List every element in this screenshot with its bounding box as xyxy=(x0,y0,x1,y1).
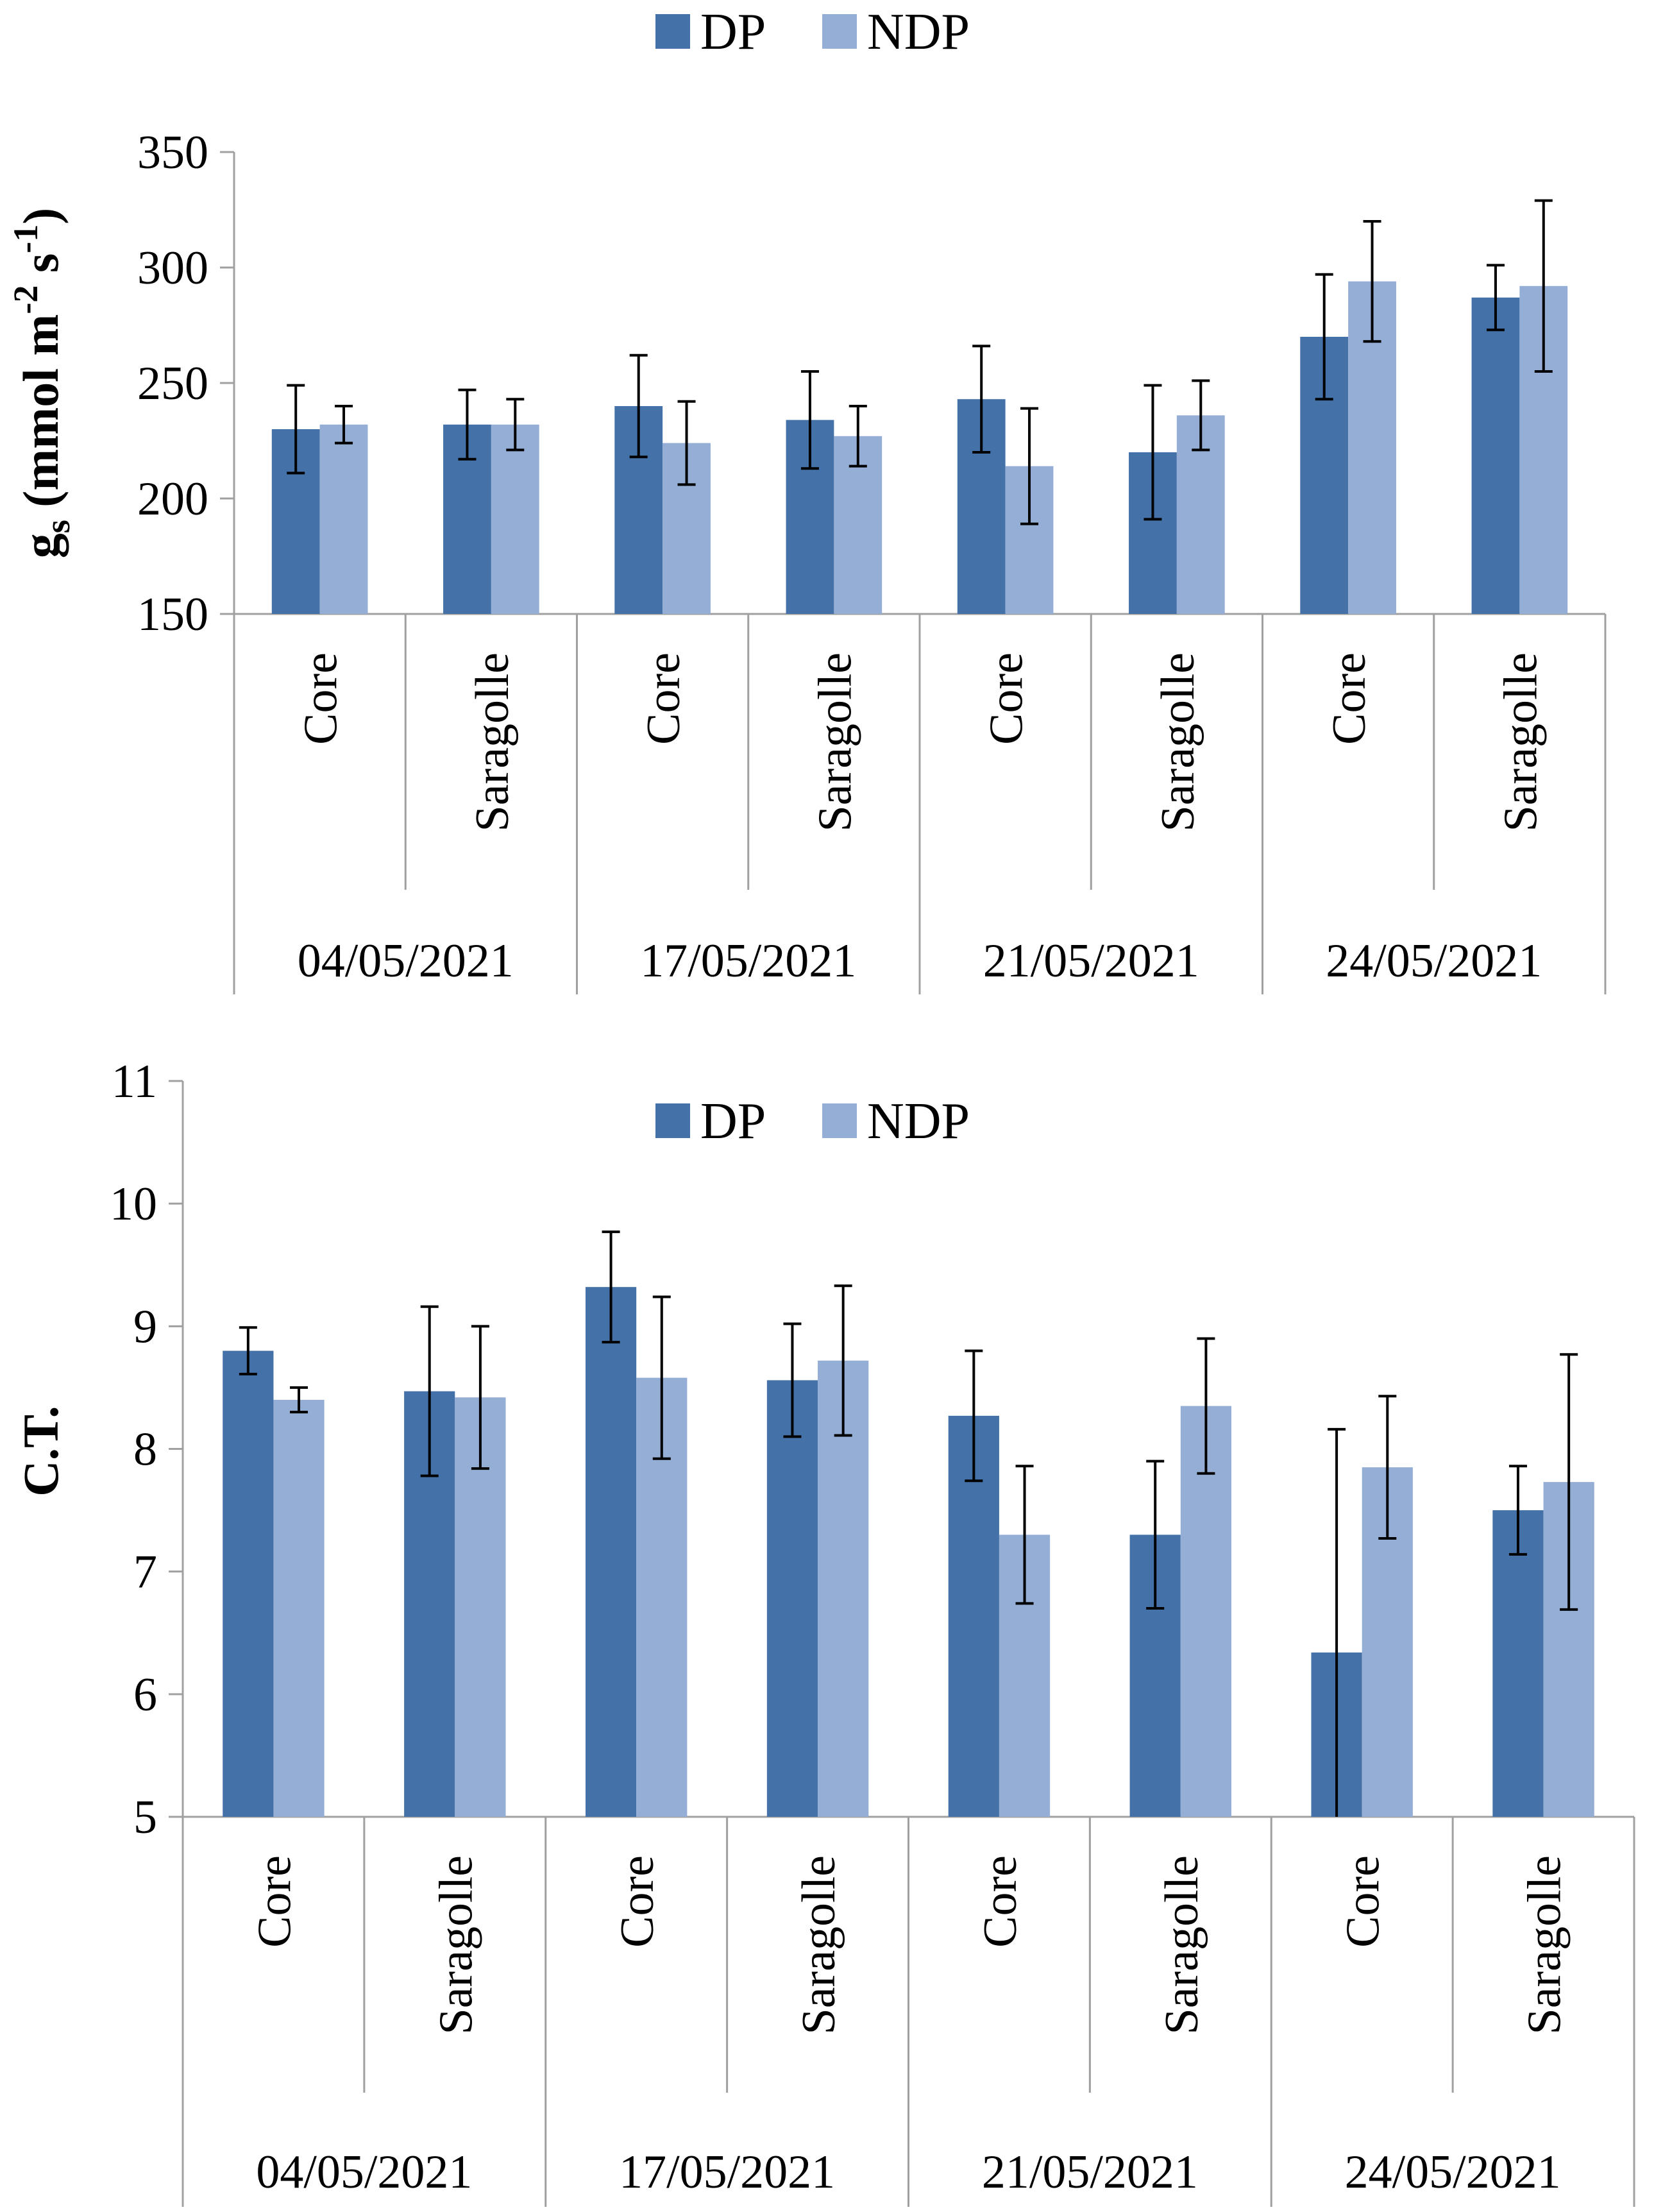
bar-dp xyxy=(223,1350,274,1817)
x-category-label: Core xyxy=(637,652,690,745)
legend-label-dp: DP xyxy=(700,4,766,60)
x-group-label: 04/05/2021 xyxy=(256,2146,472,2199)
y-tick-label: 250 xyxy=(137,357,208,410)
x-category-label: Saragolle xyxy=(1156,1855,1208,2034)
legend-label-dp: DP xyxy=(700,1093,766,1150)
chart-canopy-temperature: DP NDP 5 6 7 8 9 10 11 Core Saragolle Core Saragolle… xyxy=(13,1055,1635,2207)
x-group-label: 17/05/2021 xyxy=(640,935,856,987)
x-category-label: Saragolle xyxy=(1519,1855,1571,2034)
x-category-label: Saragolle xyxy=(793,1855,845,2034)
x-category-label: Saragolle xyxy=(466,652,519,831)
y-tick-label: 5 xyxy=(133,1791,157,1844)
x-group-label: 21/05/2021 xyxy=(982,2146,1198,2199)
legend-swatch-ndp xyxy=(822,14,857,49)
x-category-label: Saragolle xyxy=(809,652,861,831)
x-group-label: 21/05/2021 xyxy=(983,935,1199,987)
x-category-label: Core xyxy=(248,1855,301,1948)
y-tick-label: 350 xyxy=(137,126,208,179)
y-tick-label: 6 xyxy=(133,1669,157,1721)
x-category-label: Saragolle xyxy=(430,1855,482,2034)
y-tick-label: 8 xyxy=(133,1424,157,1476)
x-category-label: Core xyxy=(981,652,1033,745)
x-group-label: 24/05/2021 xyxy=(1345,2146,1561,2199)
x-category-label: Core xyxy=(1323,652,1376,745)
legend-label-ndp: NDP xyxy=(867,1093,970,1150)
x-category-label: Core xyxy=(295,652,348,745)
y-tick-label: 7 xyxy=(133,1546,157,1599)
bar-dp xyxy=(585,1287,637,1817)
y-tick-label: 300 xyxy=(137,242,208,294)
y-tick-label: 9 xyxy=(133,1300,157,1353)
x-category-label: Core xyxy=(974,1855,1027,1948)
x-group-label: 24/05/2021 xyxy=(1326,935,1542,987)
chart-stomatal-conductance: DP NDP 150 200 250 300 350 Core Saragolle Core Sar… xyxy=(6,4,1607,994)
y-tick-label: 200 xyxy=(137,473,208,525)
x-group-label: 04/05/2021 xyxy=(298,935,514,987)
legend-label-ndp: NDP xyxy=(867,4,970,60)
bar-dp xyxy=(766,1380,818,1817)
legend: DP NDP xyxy=(655,4,970,60)
legend-swatch-dp xyxy=(655,14,690,49)
legend-swatch-ndp xyxy=(822,1103,857,1138)
y-tick-label: 150 xyxy=(137,588,208,641)
y-tick-label: 11 xyxy=(112,1055,157,1108)
legend: DP NDP xyxy=(655,1093,970,1150)
x-category-label: Saragolle xyxy=(1494,652,1547,831)
y-axis-label: gs (mmol m-2 s-1) xyxy=(6,208,77,558)
x-category-label: Core xyxy=(611,1855,664,1948)
bar-dp xyxy=(1471,297,1520,614)
bar-dp xyxy=(948,1415,999,1817)
bar-ndp xyxy=(273,1400,325,1817)
bar-ndp xyxy=(491,424,539,614)
y-axis-label: C.T. xyxy=(13,1406,69,1497)
x-group-label: 17/05/2021 xyxy=(619,2146,835,2199)
x-category-label: Core xyxy=(1337,1855,1390,1948)
legend-swatch-dp xyxy=(655,1103,690,1138)
y-tick-label: 10 xyxy=(110,1178,157,1230)
x-category-label: Saragolle xyxy=(1152,652,1204,831)
bar-ndp xyxy=(319,424,368,614)
bar-dp xyxy=(1492,1510,1544,1817)
